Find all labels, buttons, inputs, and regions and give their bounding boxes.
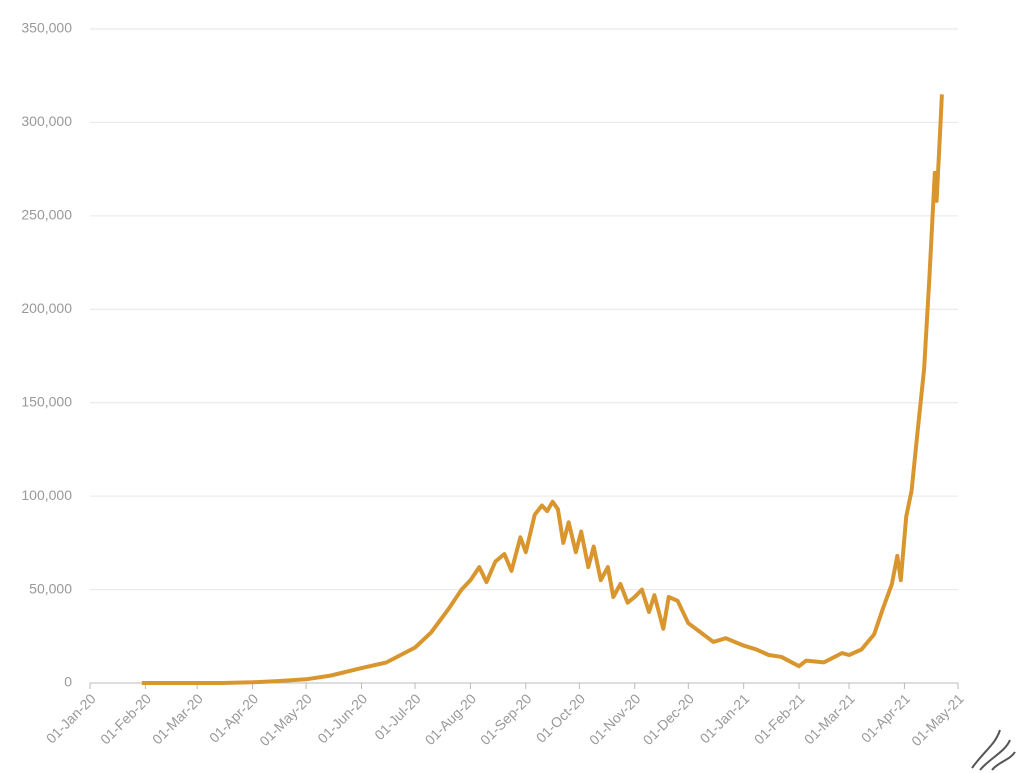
x-tick-label: 01-Apr-20 xyxy=(206,690,261,745)
x-tick-label: 01-Nov-20 xyxy=(586,690,644,748)
y-tick-label: 200,000 xyxy=(21,300,72,316)
x-tick-label: 01-Jun-20 xyxy=(314,690,370,746)
x-tick-label: 01-Aug-20 xyxy=(422,690,480,748)
x-tick-label: 01-Jan-20 xyxy=(43,690,99,746)
y-tick-label: 350,000 xyxy=(21,20,72,36)
x-tick-label: 01-May-21 xyxy=(908,690,967,749)
y-tick-label: 100,000 xyxy=(21,487,72,503)
x-tick-label: 01-Dec-20 xyxy=(640,690,698,748)
y-tick-label: 0 xyxy=(64,674,72,690)
logo-stroke xyxy=(971,729,1016,771)
line xyxy=(141,94,944,685)
y-tick-label: 250,000 xyxy=(21,207,72,223)
x-tick-label: 01-Mar-20 xyxy=(149,690,206,747)
y-tick-label: 50,000 xyxy=(29,580,72,596)
x-tick-label: 01-Feb-21 xyxy=(751,690,808,747)
x-tick-label: 01-Feb-20 xyxy=(97,690,154,747)
x-tick-label: 01-Jul-20 xyxy=(371,690,424,743)
x-tick-label: 01-Jan-21 xyxy=(697,690,753,746)
logo xyxy=(971,729,1016,771)
x-tick-label: 01-Oct-20 xyxy=(533,690,588,745)
x-tick-label: 01-Sep-20 xyxy=(477,690,535,748)
x-tick-label: 01-Apr-21 xyxy=(858,690,913,745)
y-tick-label: 150,000 xyxy=(21,393,72,409)
x-tick-label: 01-Mar-21 xyxy=(801,690,858,747)
y-tick-label: 300,000 xyxy=(21,113,72,129)
x-tick-label: 01-May-20 xyxy=(256,690,315,749)
